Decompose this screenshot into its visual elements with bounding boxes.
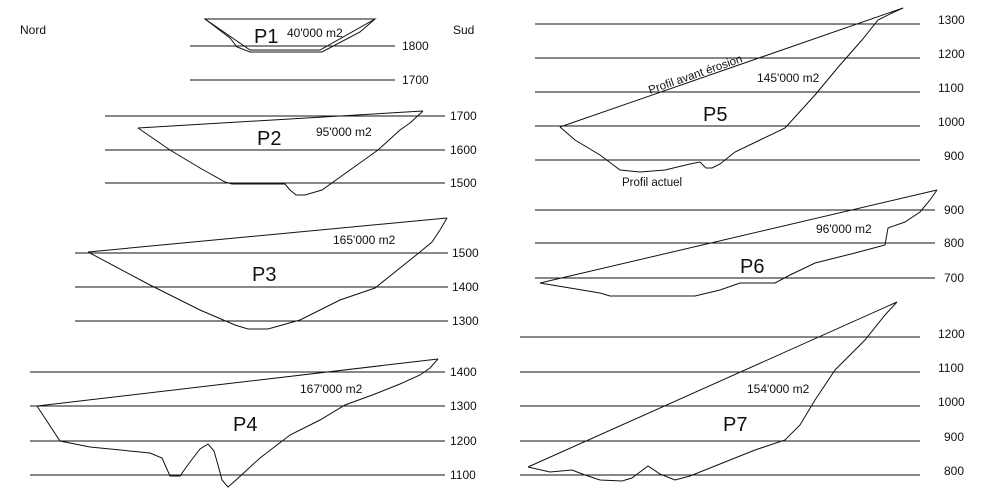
north-label: Nord <box>20 23 46 37</box>
elevation-label: 1600 <box>450 143 477 157</box>
elevation-label: 1700 <box>402 73 429 87</box>
profile-before-label: Profil avant érosion <box>647 53 744 97</box>
current-profile <box>527 301 898 482</box>
current-profile <box>539 189 938 297</box>
pre-erosion-surface <box>203 18 377 51</box>
area-label: 96'000 m2 <box>816 222 872 236</box>
profile-p1: P1 40'000 m2 1800 1700 <box>190 18 429 87</box>
elevation-label: 1100 <box>450 468 476 482</box>
profile-p3: P3 165'000 m2 1500 1400 1300 <box>75 217 479 330</box>
elevation-label: 1500 <box>450 176 477 190</box>
pre-erosion-surface <box>87 217 448 253</box>
profile-name: P1 <box>254 26 278 48</box>
profile-name: P4 <box>233 414 257 436</box>
profile-name: P3 <box>252 264 276 286</box>
profile-name: P5 <box>703 104 727 126</box>
area-label: 165'000 m2 <box>333 233 396 247</box>
elevation-label: 900 <box>944 149 964 163</box>
profile-name: P7 <box>723 414 747 436</box>
elevation-label: 1100 <box>938 81 964 95</box>
elevation-label: 1200 <box>938 47 965 61</box>
elevation-label: 1300 <box>450 399 477 413</box>
current-profile <box>36 358 439 488</box>
elevation-label: 1400 <box>452 280 479 294</box>
pre-erosion-surface <box>539 189 938 284</box>
profile-name: P6 <box>740 256 764 278</box>
elevation-label: 1100 <box>938 361 964 375</box>
elevation-label: 1200 <box>450 434 477 448</box>
profile-p7: P7 154'000 m2 1200 1100 1000 900 800 <box>520 301 965 482</box>
elevation-label: 800 <box>944 236 964 250</box>
elevation-label: 1500 <box>452 246 479 260</box>
area-label: 167'000 m2 <box>300 382 363 396</box>
elevation-label: 1800 <box>402 39 429 53</box>
profile-name: P2 <box>257 128 281 150</box>
area-label: 154'000 m2 <box>747 382 810 396</box>
elevation-label: 1000 <box>938 115 965 129</box>
profile-p2: P2 95'000 m2 1700 1600 1500 <box>105 109 477 196</box>
elevation-label: 1700 <box>450 109 477 123</box>
profile-current-label: Profil actuel <box>622 177 682 189</box>
current-profile <box>137 110 424 196</box>
profile-p5: P5 145'000 m2 Profil avant érosion Profi… <box>535 7 965 189</box>
elevation-label: 900 <box>944 430 964 444</box>
elevation-label: 900 <box>944 203 964 217</box>
area-label: 145'000 m2 <box>757 71 820 85</box>
elevation-label: 1400 <box>450 365 477 379</box>
profile-p6: P6 96'000 m2 900 800 700 <box>535 189 964 297</box>
elevation-label: 1300 <box>938 13 965 27</box>
profile-p4: P4 167'000 m2 1400 1300 1200 1100 <box>30 358 477 488</box>
elevation-label: 800 <box>944 464 964 478</box>
elevation-label: 1200 <box>938 327 965 341</box>
current-profile <box>87 217 448 330</box>
current-profile <box>204 18 376 53</box>
pre-erosion-surface <box>137 110 424 129</box>
pre-erosion-surface <box>527 301 898 468</box>
elevation-label: 700 <box>944 271 964 285</box>
area-label: 40'000 m2 <box>287 26 343 40</box>
area-label: 95'000 m2 <box>316 125 372 139</box>
south-label: Sud <box>453 23 474 37</box>
pre-erosion-surface <box>559 7 904 128</box>
elevation-label: 1000 <box>938 395 965 409</box>
current-profile <box>559 7 904 173</box>
pre-erosion-surface <box>36 358 439 407</box>
elevation-label: 1300 <box>452 314 479 328</box>
